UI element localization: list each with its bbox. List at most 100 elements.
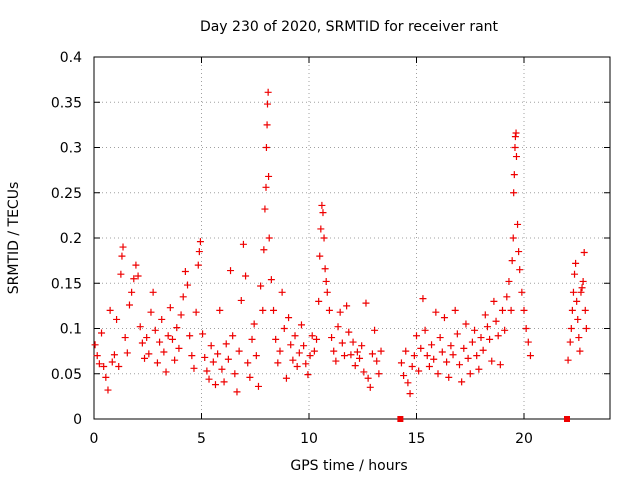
- data-point: [423, 352, 431, 360]
- data-point: [577, 288, 585, 296]
- data-point: [158, 315, 166, 323]
- data-point: [443, 358, 451, 366]
- data-point-zero: [564, 416, 570, 422]
- data-point: [507, 306, 515, 314]
- data-point: [257, 282, 265, 290]
- data-point: [400, 372, 408, 380]
- data-point: [121, 334, 129, 342]
- data-point: [466, 370, 474, 378]
- data-point: [515, 248, 523, 256]
- data-point: [233, 388, 241, 396]
- data-point: [345, 328, 353, 336]
- data-point: [520, 306, 528, 314]
- data-point: [201, 353, 209, 361]
- data-point: [582, 325, 590, 332]
- data-point: [353, 348, 361, 356]
- data-point: [321, 265, 329, 273]
- data-point: [209, 358, 217, 366]
- data-point: [569, 288, 577, 296]
- data-point: [413, 332, 420, 340]
- data-point: [320, 234, 328, 242]
- y-tick-label: 0.25: [51, 186, 82, 202]
- data-point: [231, 370, 239, 378]
- data-point: [362, 299, 370, 307]
- x-tick-label: 20: [515, 431, 533, 447]
- data-point: [436, 334, 444, 342]
- y-tick-label: 0.1: [60, 322, 82, 338]
- data-point: [239, 240, 247, 248]
- data-point: [175, 344, 183, 352]
- data-point: [186, 332, 194, 340]
- data-point: [308, 332, 316, 340]
- data-point: [151, 326, 159, 334]
- data-point: [196, 238, 204, 246]
- data-point: [282, 374, 290, 382]
- data-point: [334, 323, 342, 331]
- data-point: [123, 349, 131, 357]
- x-axis-label: GPS time / hours: [290, 458, 407, 474]
- data-point: [106, 306, 114, 314]
- data-point: [351, 362, 359, 370]
- data-point: [458, 378, 466, 386]
- data-point: [274, 359, 282, 367]
- data-point: [322, 277, 330, 285]
- data-point: [222, 340, 230, 348]
- data-point: [227, 267, 235, 275]
- data-point: [508, 257, 516, 265]
- x-tick-label: 0: [90, 431, 99, 447]
- data-point: [318, 201, 326, 209]
- data-point: [267, 276, 275, 284]
- data-point: [425, 363, 433, 371]
- data-point: [499, 306, 506, 314]
- data-point: [128, 288, 136, 296]
- data-point: [432, 308, 440, 316]
- data-point: [325, 306, 333, 314]
- data-point: [95, 360, 103, 368]
- data-point: [110, 351, 118, 359]
- data-point: [494, 332, 502, 340]
- data-point: [512, 153, 520, 161]
- data-point: [373, 357, 381, 365]
- data-point: [224, 355, 232, 363]
- x-tick-label: 5: [197, 431, 206, 447]
- data-point: [328, 334, 336, 342]
- data-point: [490, 297, 498, 305]
- data-point: [244, 359, 252, 367]
- data-points: [91, 88, 590, 422]
- data-point: [402, 347, 410, 355]
- data-point: [518, 288, 526, 296]
- data-point: [149, 288, 157, 296]
- data-point: [471, 326, 479, 334]
- data-point: [340, 352, 348, 360]
- data-point: [252, 352, 260, 360]
- data-point: [100, 363, 108, 371]
- data-point: [179, 293, 187, 301]
- data-point: [250, 320, 258, 328]
- data-point: [173, 324, 181, 332]
- data-point: [428, 341, 436, 349]
- data-point: [143, 334, 151, 342]
- plot-frame: [93, 56, 611, 420]
- data-point: [430, 355, 438, 363]
- data-point: [349, 338, 357, 346]
- data-point: [108, 358, 116, 366]
- data-point: [113, 315, 121, 323]
- data-point: [417, 344, 425, 352]
- data-point: [512, 129, 520, 137]
- y-tick-label: 0.35: [51, 95, 82, 111]
- data-point: [503, 293, 511, 301]
- data-point: [117, 270, 125, 278]
- data-point: [447, 342, 455, 350]
- data-point: [166, 304, 174, 312]
- chart-title: Day 230 of 2020, SRMTID for receiver ran…: [200, 19, 499, 35]
- data-point: [445, 373, 453, 381]
- data-point: [214, 350, 222, 358]
- data-point: [115, 363, 123, 371]
- data-point: [254, 382, 262, 390]
- grid-layer: [94, 57, 610, 419]
- data-point: [156, 338, 164, 346]
- data-point: [404, 379, 412, 387]
- x-tick-label: 10: [300, 431, 318, 447]
- data-point: [481, 311, 489, 319]
